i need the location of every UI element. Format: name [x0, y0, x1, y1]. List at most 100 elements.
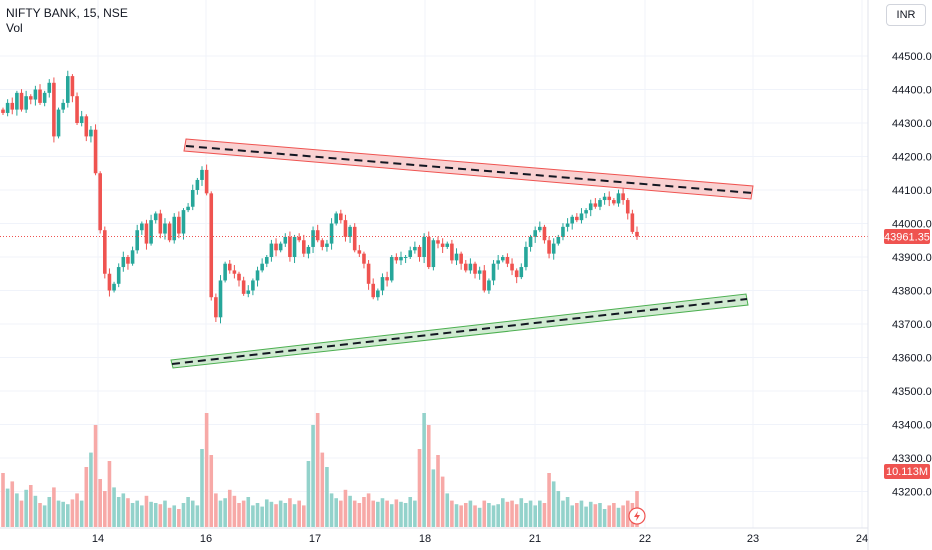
candle-body — [116, 267, 121, 284]
candle-body — [200, 169, 204, 180]
candle-body — [477, 270, 482, 274]
volume-bar — [135, 500, 140, 527]
volume-bar — [334, 498, 338, 527]
volume-bar — [15, 493, 19, 527]
volume-bar — [28, 485, 33, 527]
volume-bar — [371, 500, 376, 527]
candle-body — [593, 203, 598, 207]
candle-body — [514, 270, 519, 278]
candle-body — [153, 213, 158, 221]
volume-bar — [181, 503, 186, 527]
candle-body — [621, 193, 625, 201]
candle-body — [297, 236, 301, 241]
candle-body — [445, 243, 450, 247]
candle-body — [463, 263, 468, 271]
candle-body — [352, 226, 357, 251]
candle-body — [112, 283, 116, 291]
volume-bar — [394, 499, 399, 527]
candle-body — [505, 257, 510, 264]
candle-body — [56, 109, 61, 137]
volume-bar — [121, 493, 126, 527]
volume-bar — [329, 493, 334, 527]
volume-bar — [366, 493, 371, 527]
candle-body — [339, 213, 343, 221]
candle-body — [524, 246, 528, 268]
candle-body — [209, 193, 214, 298]
currency-button[interactable]: INR — [886, 4, 926, 26]
volume-bar — [339, 500, 343, 527]
volume-bar — [130, 503, 135, 527]
candle-body — [343, 220, 348, 237]
volume-bar — [376, 501, 380, 527]
volume-bar — [306, 461, 311, 527]
volume-bar — [621, 505, 625, 527]
candle-body — [163, 223, 167, 234]
volume-bar — [70, 499, 75, 527]
candle-body — [195, 179, 200, 190]
y-tick-label: 43700.00 — [892, 319, 932, 331]
candle-body — [70, 76, 75, 97]
volume-bar — [61, 501, 65, 527]
volume-bar — [519, 498, 524, 527]
trend-channels[interactable] — [170, 138, 754, 369]
volume-bar — [408, 497, 413, 527]
candle-body — [394, 257, 399, 261]
candle-body — [542, 226, 547, 241]
volume-bar — [565, 497, 570, 527]
candle-body — [422, 236, 426, 257]
price-axis[interactable]: 44500.00 44400.00 44300.00 44200.00 44100.00… — [867, 0, 932, 550]
lightning-icon[interactable] — [628, 507, 646, 525]
candle-body — [616, 193, 621, 204]
candle-body — [61, 102, 65, 110]
symbol-title[interactable]: NIFTY BANK, 15, NSE — [6, 6, 128, 20]
volume-bar — [33, 495, 38, 527]
y-tick-label: 44300.00 — [892, 118, 932, 130]
volume-bar — [413, 500, 417, 527]
candle-body — [436, 240, 440, 244]
volume-bar — [399, 501, 403, 527]
candle-body — [519, 267, 524, 278]
chart-legend: NIFTY BANK, 15, NSE Vol — [6, 6, 128, 36]
candle-body — [302, 240, 306, 254]
candle-body — [306, 246, 311, 254]
volume-bar — [1, 473, 5, 527]
volume-bar — [551, 481, 556, 527]
time-axis[interactable]: 14 16 17 18 21 22 23 24 — [0, 527, 868, 545]
volume-bar — [75, 493, 79, 527]
y-tick-label: 43300.00 — [892, 453, 932, 465]
candle-body — [260, 263, 264, 271]
candle-body — [288, 236, 292, 257]
candle-body — [15, 92, 19, 110]
volume-bar — [510, 500, 514, 527]
candle-body — [10, 102, 15, 110]
volume-bar — [612, 503, 616, 527]
candle-body — [348, 226, 352, 237]
candle-body — [440, 243, 445, 247]
volume-bar — [19, 500, 24, 527]
resistance-channel[interactable] — [183, 138, 754, 200]
candle-body — [468, 263, 473, 271]
candle-body — [140, 223, 144, 231]
volume-bar — [431, 469, 436, 527]
volume-bar — [237, 503, 241, 527]
volume-bar — [357, 503, 362, 527]
y-tick-label: 44500.00 — [892, 51, 932, 63]
candle-body — [565, 223, 570, 227]
candle-body — [33, 89, 38, 100]
candle-body — [366, 263, 371, 284]
volume-bar — [24, 489, 28, 527]
candle-body — [121, 257, 126, 268]
volume-bar — [561, 500, 565, 527]
volume-bar — [149, 501, 153, 527]
candle-body — [491, 263, 496, 281]
volume-bar — [426, 425, 431, 527]
volume-bar — [607, 505, 612, 527]
candle-body — [237, 273, 241, 281]
volume-bar — [227, 489, 232, 527]
x-tick-label: 17 — [309, 533, 321, 545]
candle-body — [130, 250, 135, 264]
volume-bar — [163, 500, 167, 527]
indicator-label[interactable]: Vol — [6, 21, 23, 35]
x-tick-label: 22 — [639, 533, 651, 545]
